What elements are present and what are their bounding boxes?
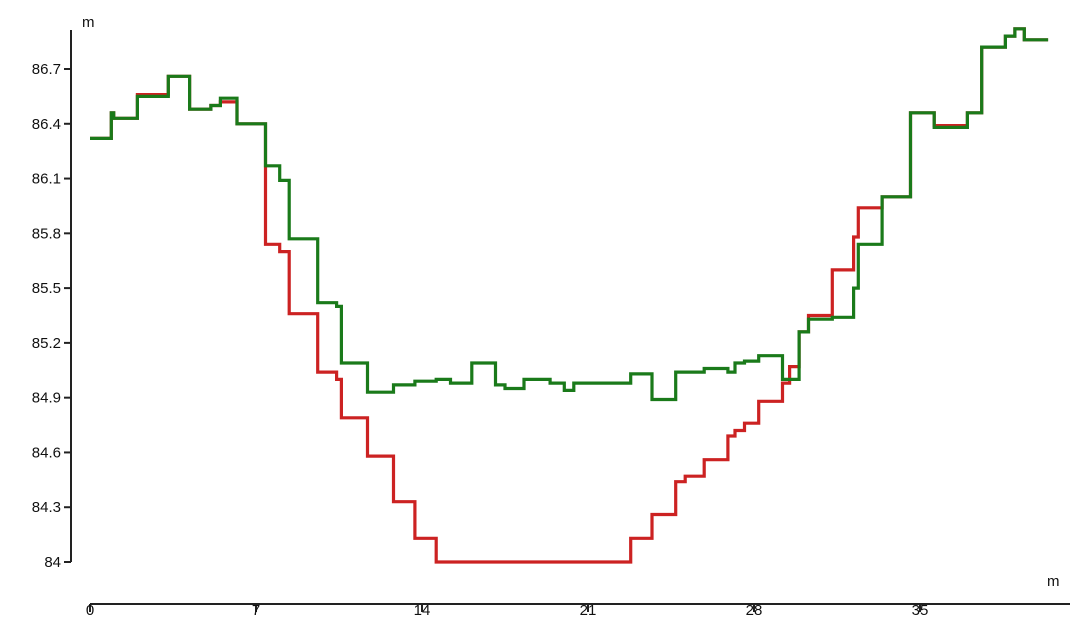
x-tick-label: 14: [414, 602, 431, 619]
series-line-1: [90, 27, 1049, 564]
x-tick-label: 28: [746, 602, 763, 619]
y-tick-label: 84.6: [32, 444, 61, 461]
y-tick-label: 86.7: [32, 61, 61, 78]
x-axis-unit-label: m: [1047, 573, 1060, 590]
x-axis-ticks: 0 7 14 21 28 35: [86, 602, 929, 619]
x-tick-label: 0: [86, 602, 94, 619]
y-tick-label: 85.5: [32, 280, 61, 297]
plot-area: [90, 27, 1049, 564]
y-tick-label: 84.9: [32, 390, 61, 407]
x-tick-label: 35: [912, 602, 929, 619]
y-tick-label: 85.2: [32, 335, 61, 352]
y-tick-label: 84: [44, 554, 61, 571]
y-tick-label: 86.1: [32, 171, 61, 188]
y-axis-ticks: 84 84.3 84.6 84.9 85.2 85.5 85.8 86.1 86.4 86.7: [32, 61, 71, 571]
series-line-2: [90, 27, 1049, 402]
y-tick-label: 86.4: [32, 116, 61, 133]
x-tick-label: 7: [252, 602, 260, 619]
x-tick-label: 21: [580, 602, 597, 619]
y-tick-label: 85.8: [32, 225, 61, 242]
y-axis-unit-label: m: [82, 14, 95, 31]
y-tick-label: 84.3: [32, 499, 61, 516]
